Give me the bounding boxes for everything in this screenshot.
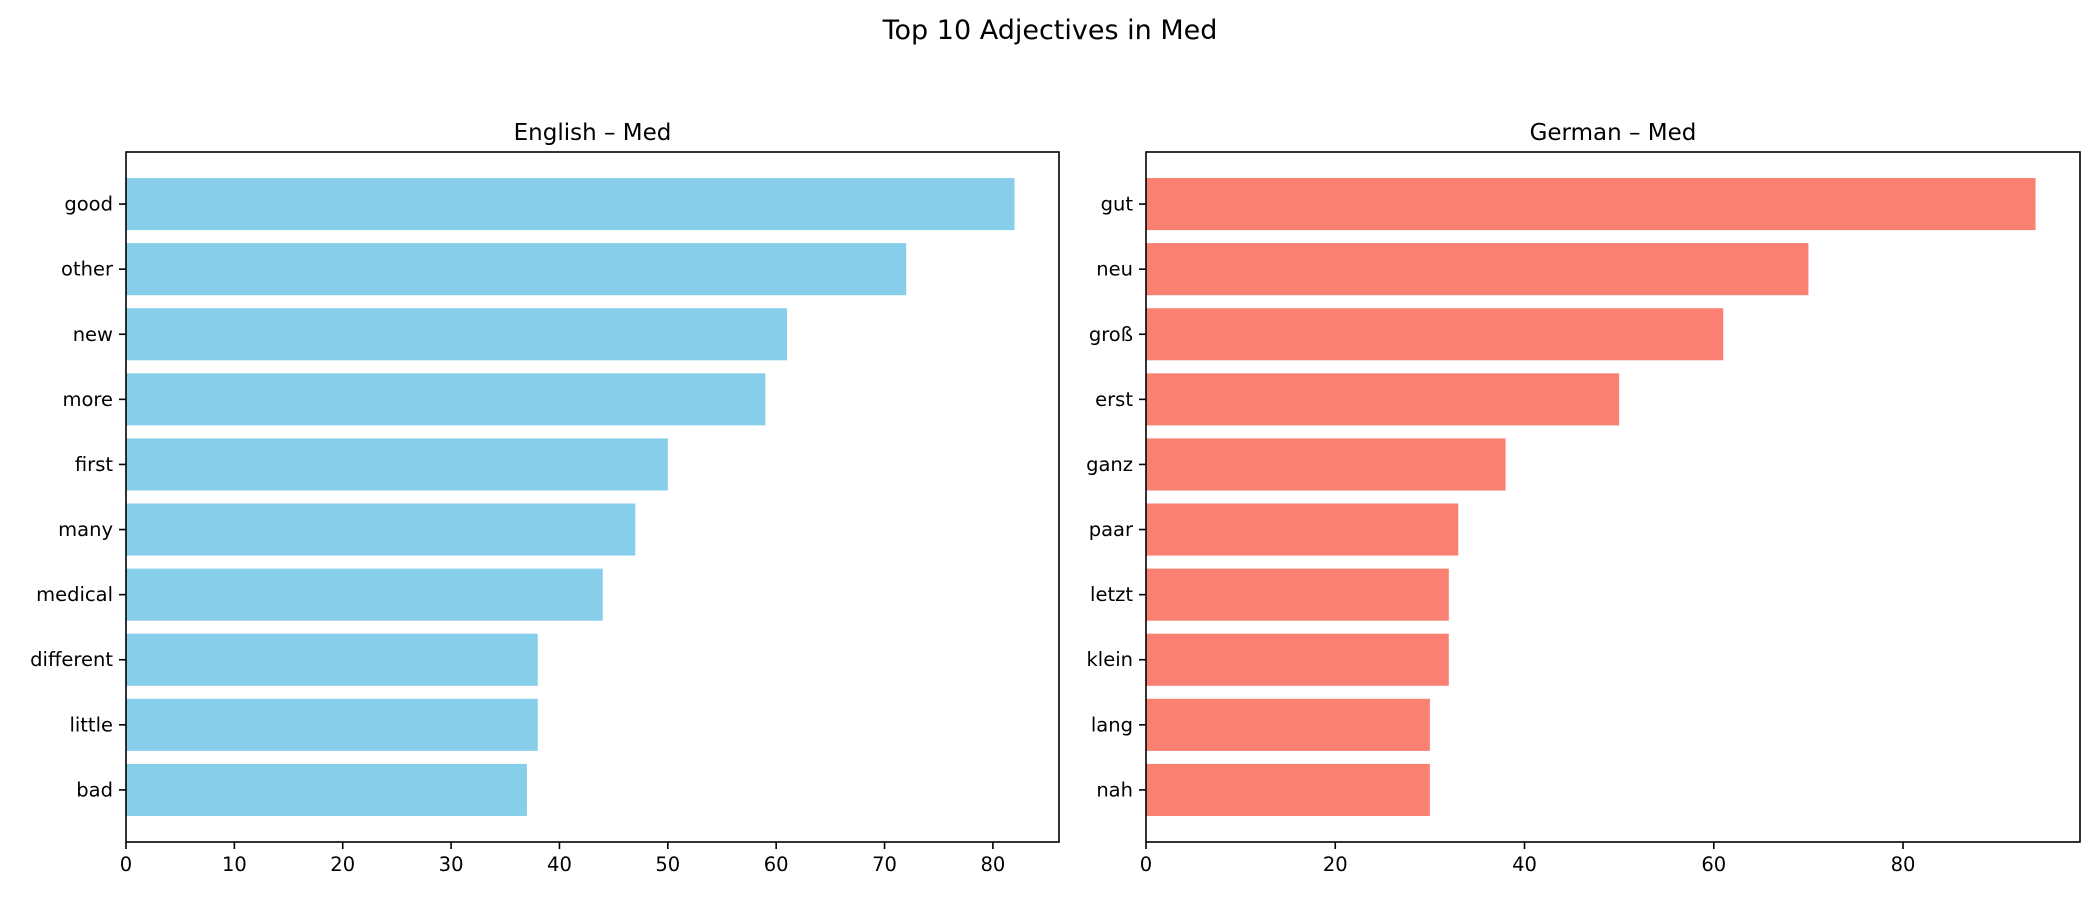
english-x-tick-label: 70 [872,853,897,876]
german-bar-neu [1146,243,1809,296]
german-bar-groß [1146,308,1724,361]
english-bar-bad [126,763,527,816]
english-bar-new [126,308,788,361]
english-category-label: good [64,193,113,216]
german-axes-frame [1145,151,2081,843]
german-x-tick-label: 80 [1891,853,1916,876]
english-x-tick-label: 10 [222,853,247,876]
english-x-tick-label: 80 [980,853,1005,876]
english-bar-medical [126,568,603,621]
english-x-tick-label: 50 [655,853,680,876]
english-bar-many [126,503,636,556]
german-category-label: letzt [1090,583,1133,606]
german-category-label: erst [1095,388,1133,411]
german-bar-paar [1146,503,1459,556]
english-category-label: little [69,713,113,736]
english-x-tick-label: 30 [439,853,464,876]
english-category-label: different [30,648,113,671]
german-x-tick-label: 0 [1140,853,1152,876]
german-bar-nah [1146,763,1430,816]
german-category-label: neu [1096,258,1133,281]
english-axes-frame [125,151,1060,843]
english-category-label: bad [76,778,113,801]
english-category-label: other [61,258,114,281]
german-bar-erst [1146,373,1620,426]
german-category-label: klein [1087,648,1133,671]
english-bar-first [126,438,668,491]
english-x-tick-label: 60 [764,853,789,876]
english-bar-other [126,243,907,296]
german-x-tick-label: 40 [1512,853,1537,876]
german-bar-klein [1146,633,1449,686]
english-panel-title: English – Med [514,120,672,146]
german-bar-ganz [1146,438,1506,491]
english-x-tick-label: 20 [330,853,355,876]
german-category-label: ganz [1086,453,1133,476]
german-panel-title: German – Med [1530,120,1697,146]
german-category-label: lang [1091,713,1133,736]
english-category-label: many [58,518,113,541]
english-bar-different [126,633,538,686]
english-x-tick-label: 0 [120,853,132,876]
german-category-label: paar [1089,518,1134,541]
german-category-label: nah [1096,778,1133,801]
german-bar-lang [1146,698,1430,751]
german-category-label: gut [1101,193,1134,216]
english-category-label: more [62,388,113,411]
english-bar-chart: English – Med good other new more first many me… [30,120,1060,876]
english-category-label: first [75,453,113,476]
english-category-label: medical [36,583,113,606]
german-category-label: groß [1089,323,1133,346]
german-x-tick-label: 60 [1701,853,1726,876]
german-bar-chart: German – Med gut neu groß erst ganz paar letzt k… [1086,120,2081,876]
german-x-tick-label: 20 [1323,853,1348,876]
english-bar-good [126,178,1015,231]
english-x-tick-label: 40 [547,853,572,876]
german-bar-letzt [1146,568,1449,621]
english-bar-little [126,698,538,751]
german-bar-gut [1146,178,2036,231]
english-category-label: new [73,323,113,346]
english-bar-more [126,373,766,426]
figure-title: Top 10 Adjectives in Med [882,15,1218,46]
